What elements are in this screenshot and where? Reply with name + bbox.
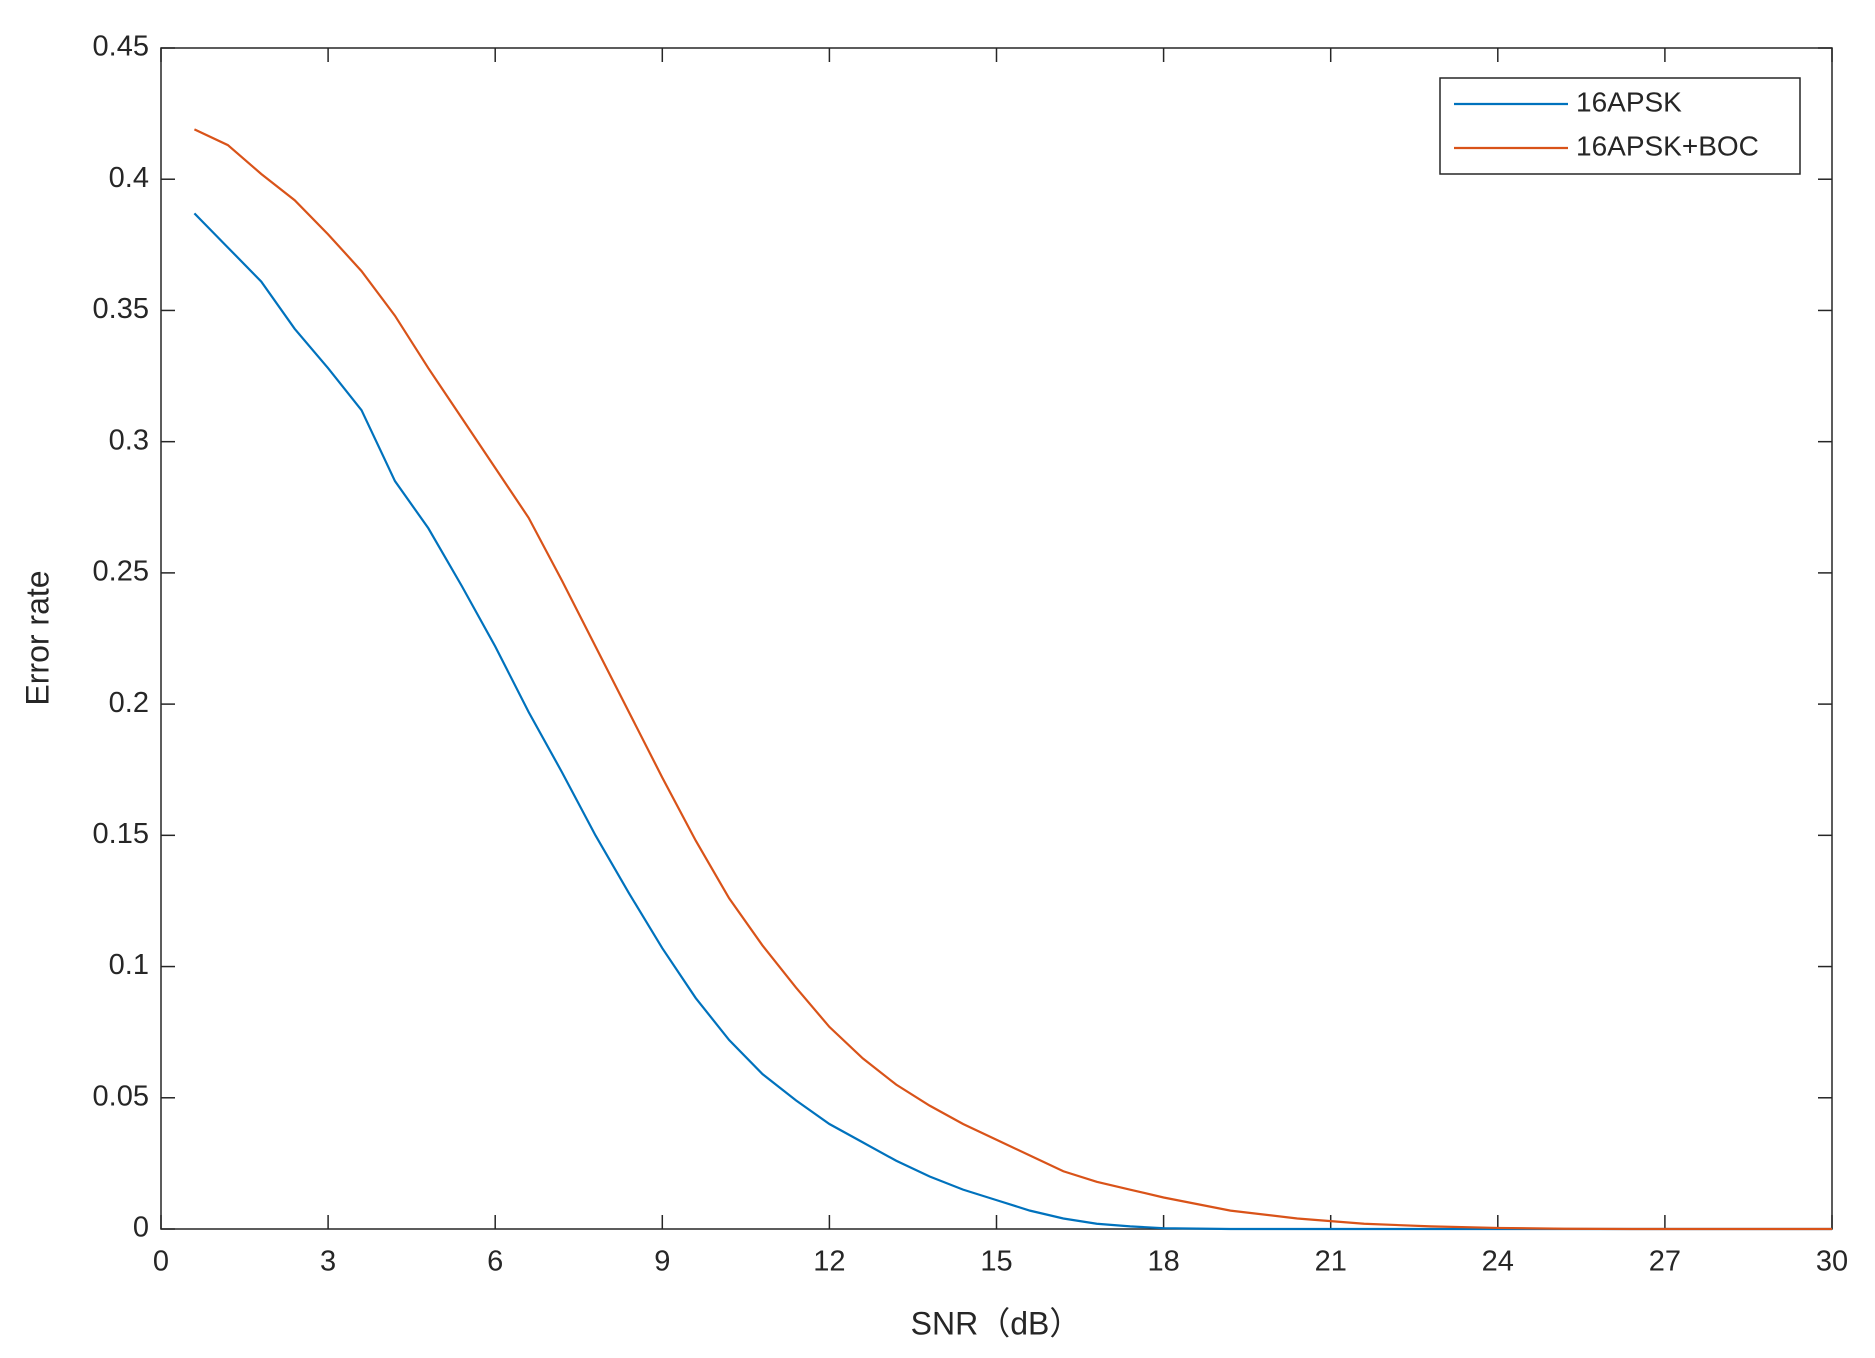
x-tick-label: 6 (487, 1246, 503, 1278)
x-tick-label: 0 (153, 1246, 169, 1278)
y-tick-label: 0.4 (109, 162, 149, 194)
legend-box (1439, 77, 1801, 175)
legend-text: 16APSK (1576, 86, 1682, 117)
plot-frame (160, 47, 1833, 1230)
line-series (193, 212, 1832, 1231)
y-axis-label: Error rate (19, 570, 55, 705)
x-tick-label: 21 (1315, 1246, 1347, 1278)
x-axis-label: SNR（dB） (911, 1305, 1082, 1341)
x-tick-label: 12 (813, 1246, 845, 1278)
x-tick-label: 15 (980, 1246, 1012, 1278)
y-tick-label: 0.25 (93, 556, 149, 588)
x-tick-label: 27 (1649, 1246, 1681, 1278)
x-tick-label: 3 (320, 1246, 336, 1278)
y-tick-label: 0.1 (109, 949, 149, 981)
x-tick-label: 30 (1816, 1246, 1848, 1278)
y-tick-label: 0.05 (93, 1080, 149, 1112)
y-tick-label: 0 (133, 1212, 149, 1244)
x-tick-label: 9 (654, 1246, 670, 1278)
legend-text: 16APSK+BOC (1576, 130, 1759, 161)
line-series (193, 128, 1832, 1231)
x-tick-label: 24 (1482, 1246, 1514, 1278)
x-tick-label: 18 (1147, 1246, 1179, 1278)
y-tick-label: 0.45 (93, 31, 149, 63)
y-tick-label: 0.3 (109, 424, 149, 456)
y-tick-label: 0.35 (93, 293, 149, 325)
y-tick-label: 0.15 (93, 818, 149, 850)
y-tick-label: 0.2 (109, 687, 149, 719)
